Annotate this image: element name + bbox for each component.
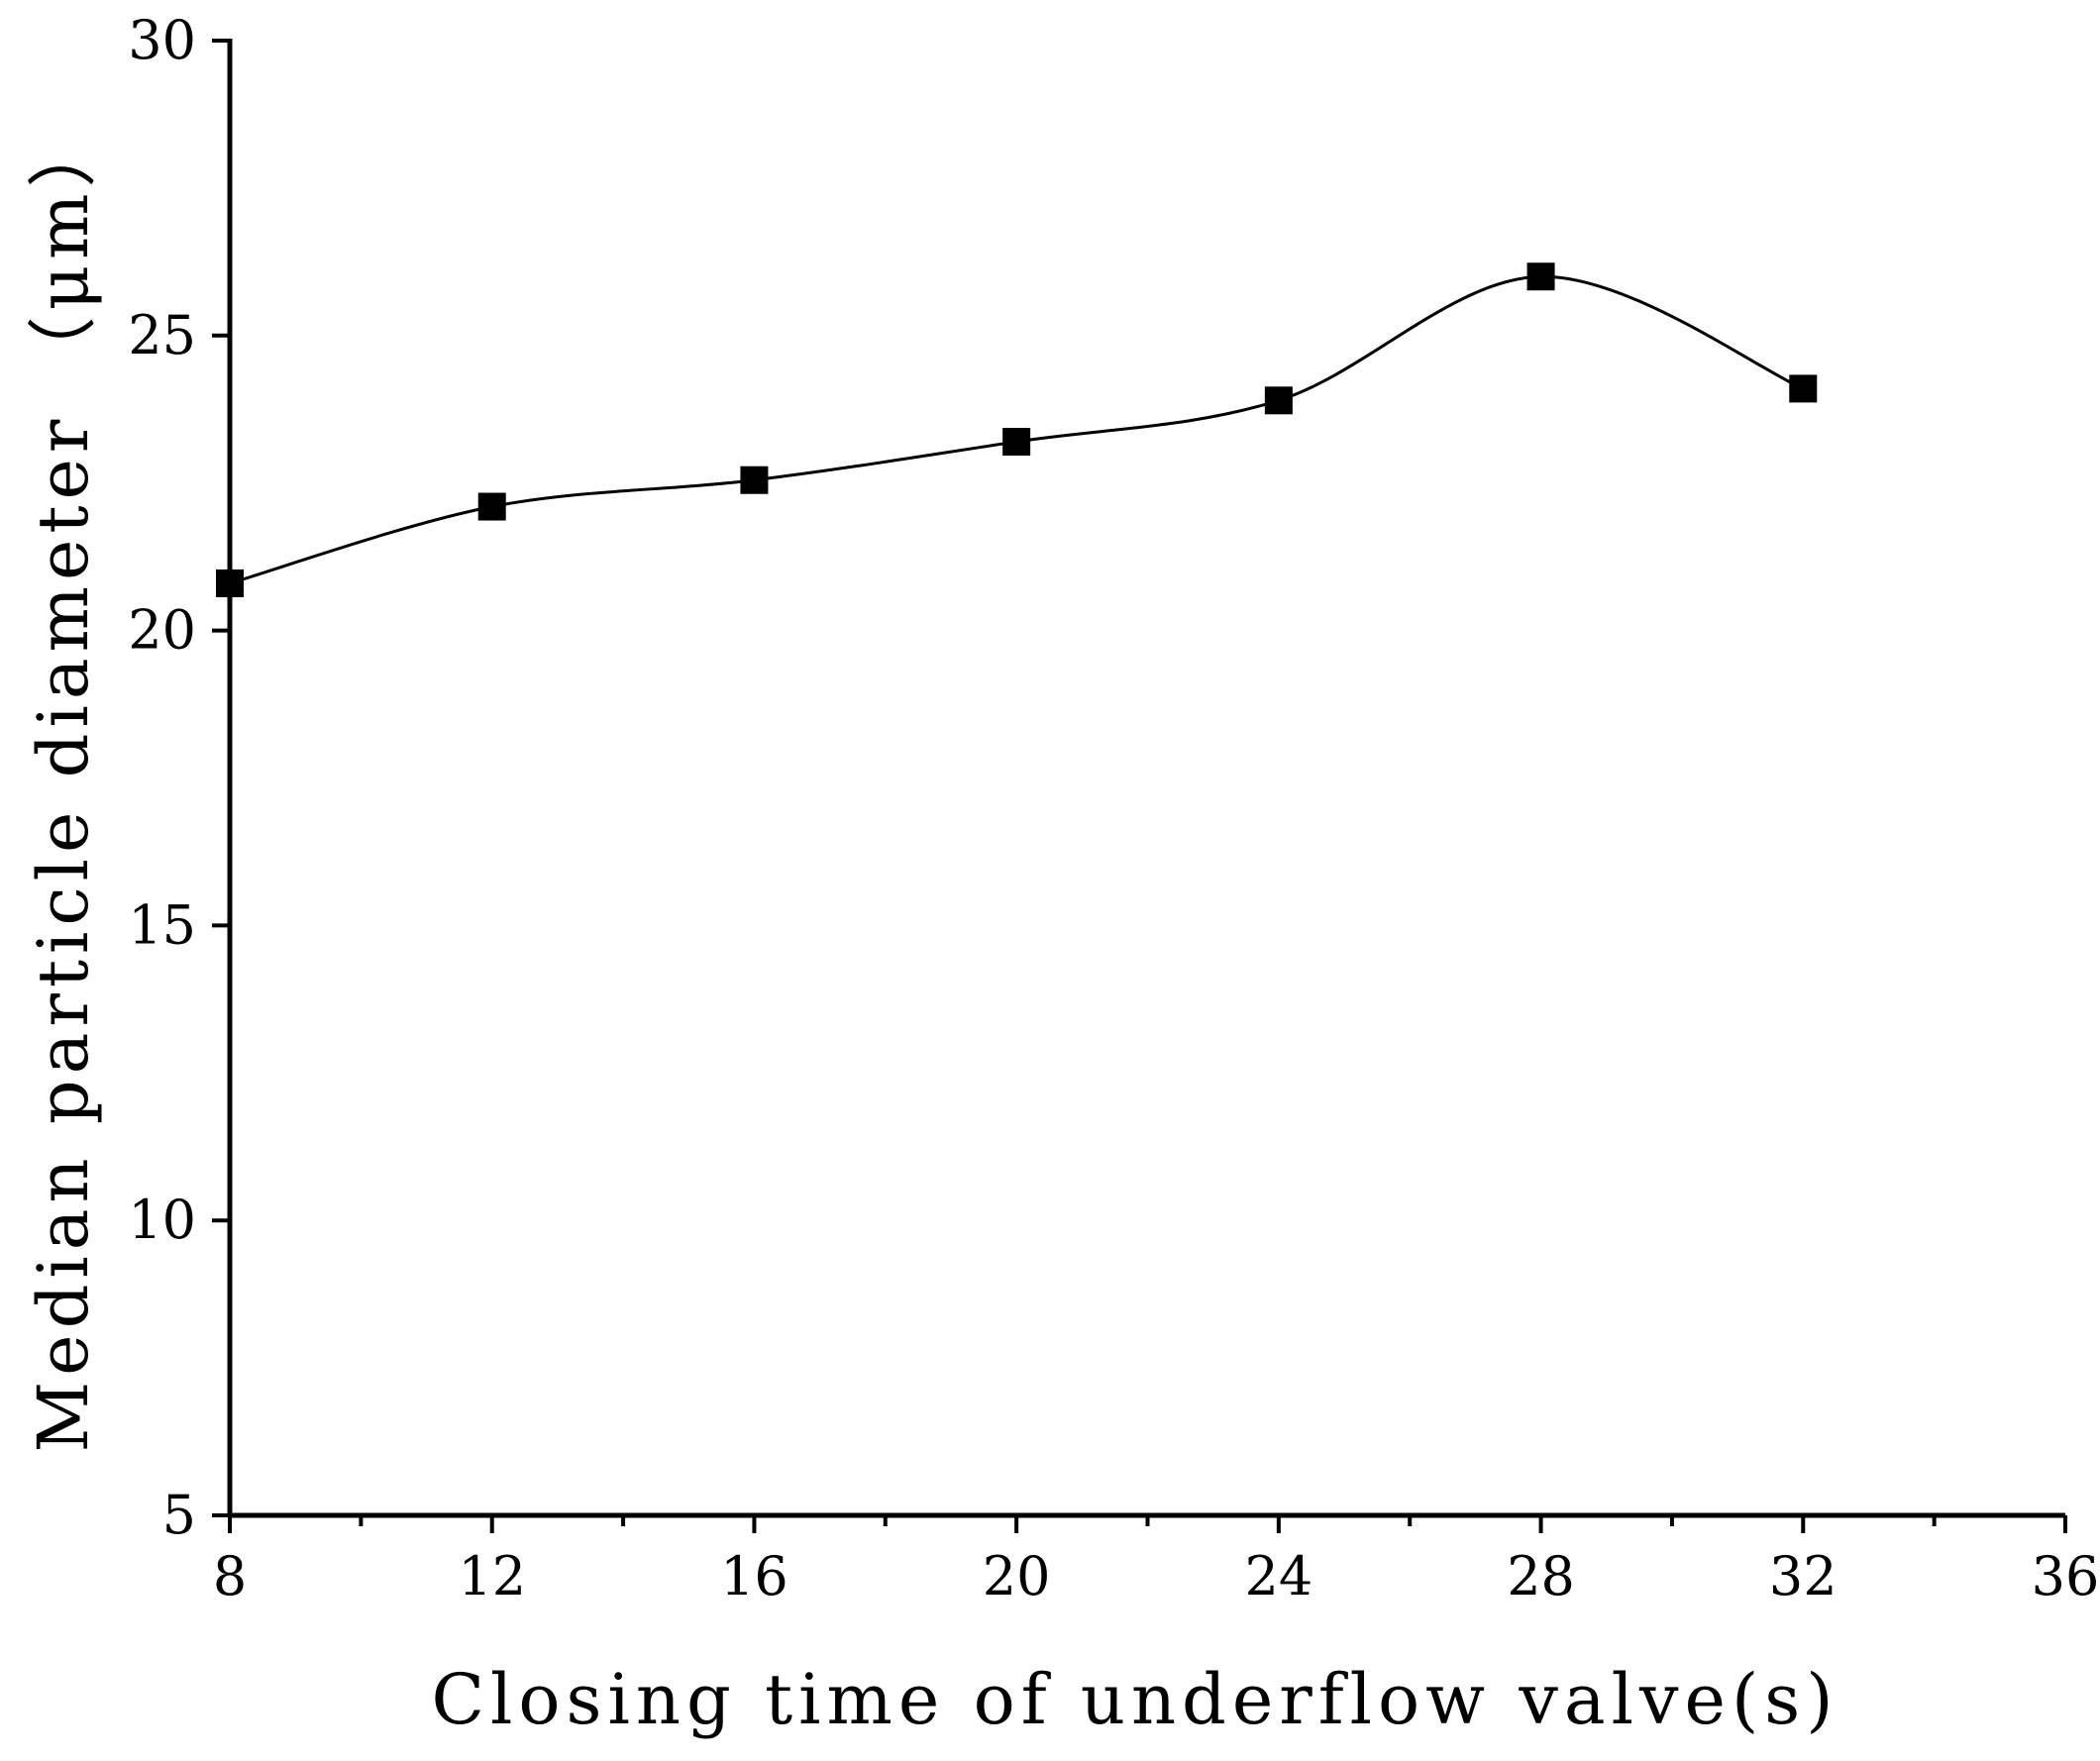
y-tick-label: 25 xyxy=(128,304,196,366)
x-tick-label: 16 xyxy=(720,1545,788,1607)
y-tick-label: 15 xyxy=(128,893,196,956)
data-point-marker xyxy=(740,466,769,494)
data-point-marker xyxy=(1264,386,1293,415)
data-point-marker xyxy=(477,492,506,521)
x-tick-label: 8 xyxy=(213,1545,247,1607)
y-tick-label: 20 xyxy=(128,599,196,662)
x-tick-label: 20 xyxy=(983,1545,1051,1607)
label-layer: Closing time of underflow valve(s) Media… xyxy=(23,9,2099,1740)
y-axis-title: Median particle diameter （μm） xyxy=(23,112,104,1452)
y-tick-label: 5 xyxy=(162,1484,196,1546)
x-tick-label: 28 xyxy=(1507,1545,1575,1607)
marker-layer xyxy=(216,262,1818,597)
y-tick-label: 10 xyxy=(128,1189,196,1251)
x-tick-label: 32 xyxy=(1769,1545,1838,1607)
y-tick-label: 30 xyxy=(128,9,196,71)
axes-layer xyxy=(212,39,2067,1533)
data-point-marker xyxy=(1002,428,1031,457)
data-point-marker xyxy=(216,569,244,597)
data-point-marker xyxy=(1789,374,1818,403)
x-axis-title: Closing time of underflow valve(s) xyxy=(431,1659,1838,1740)
data-point-marker xyxy=(1526,262,1555,291)
x-tick-label: 36 xyxy=(2032,1545,2100,1607)
x-tick-label: 24 xyxy=(1244,1545,1312,1607)
x-tick-label: 12 xyxy=(458,1545,526,1607)
